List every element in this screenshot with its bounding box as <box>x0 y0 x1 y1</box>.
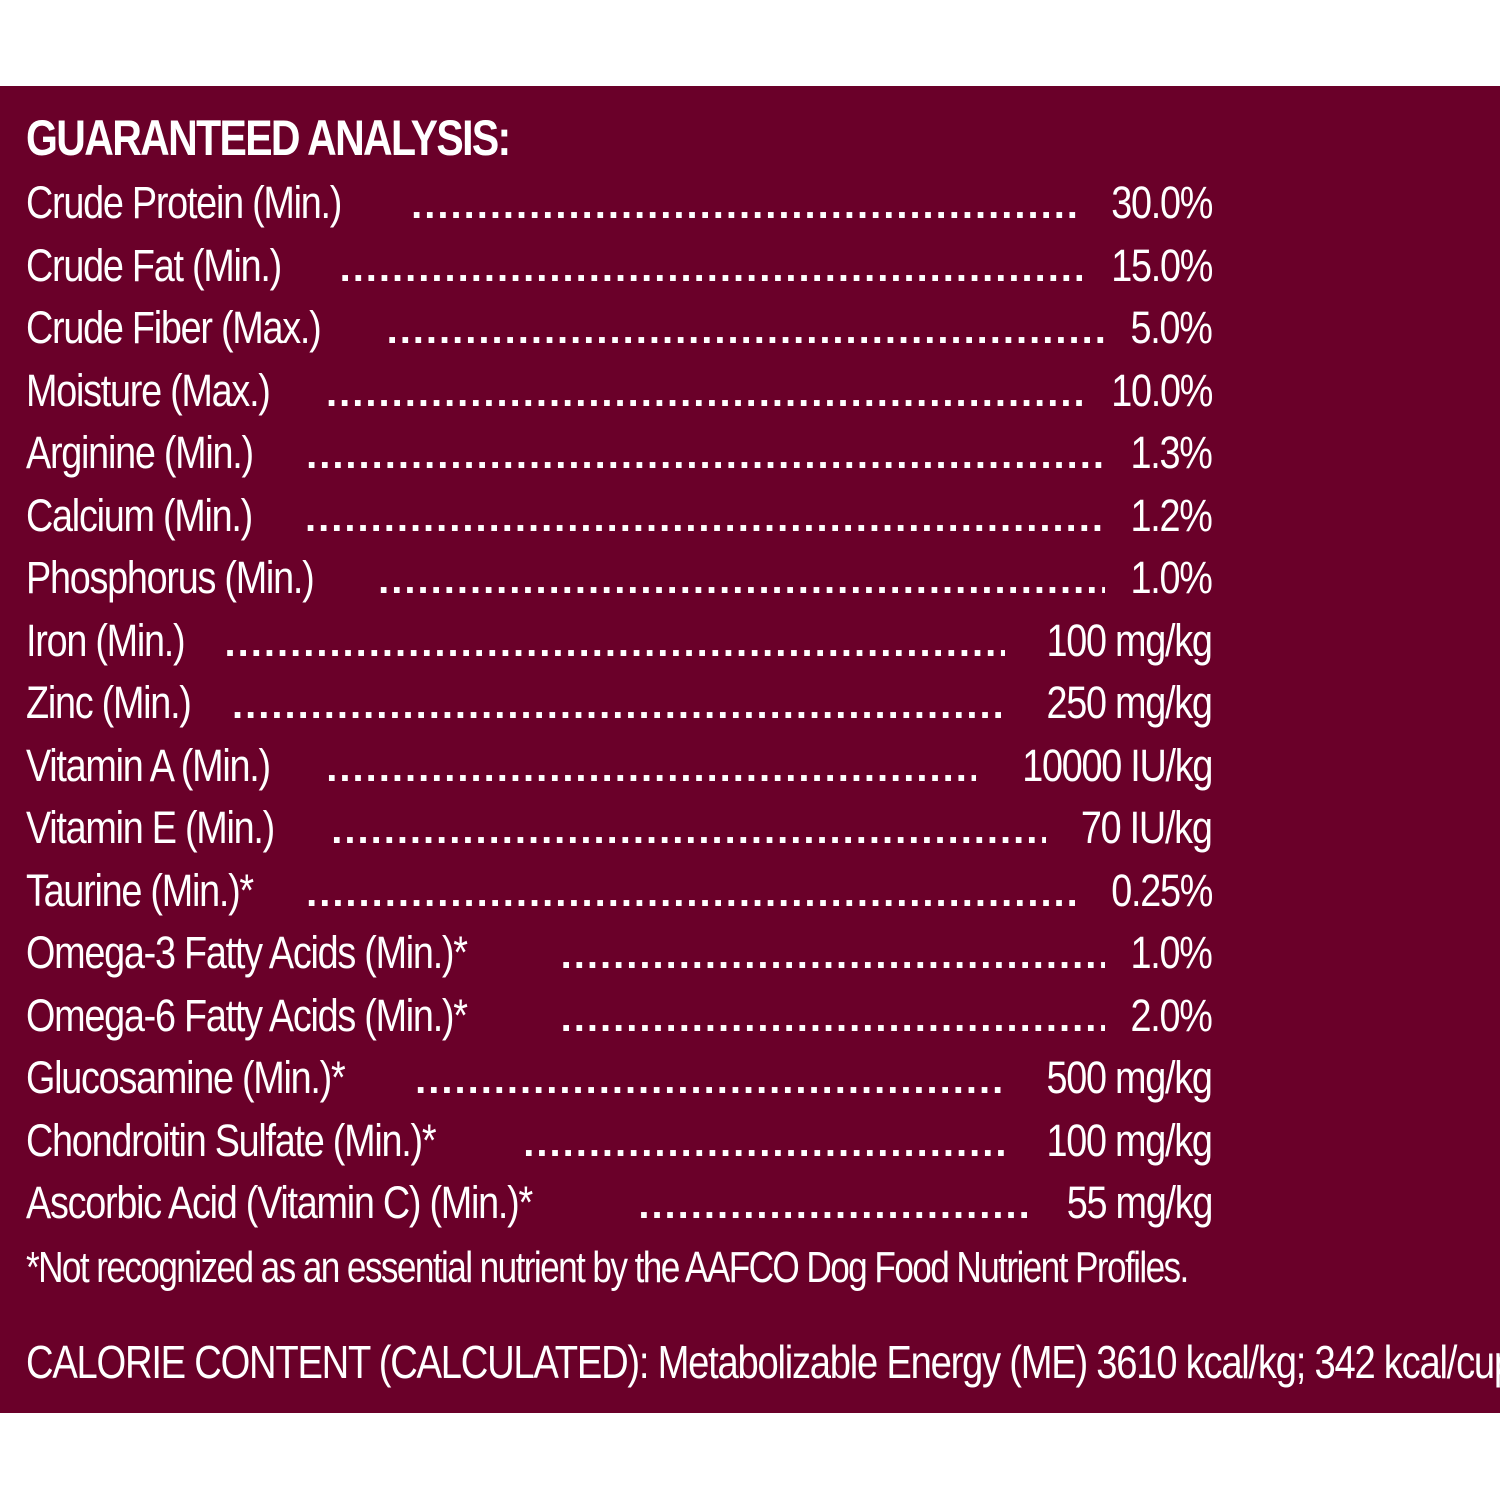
dot-leader <box>561 987 1106 1048</box>
nutrient-list: Crude Protein (Min.) 30.0% Crude Fat (Mi… <box>26 172 1212 1235</box>
nutrient-value: 1.0% <box>1130 552 1212 603</box>
nutrient-row: Crude Protein (Min.) 30.0% <box>26 172 1212 235</box>
nutrient-value: 1.2% <box>1130 489 1212 541</box>
nutrient-row: Calcium (Min.) 1.2% <box>26 485 1212 548</box>
nutrient-label: Chondroitin Sulfate (Min.)* <box>26 1114 437 1166</box>
nutrient-label: Vitamin A (Min.) <box>26 739 271 791</box>
nutrient-label: Omega-3 Fatty Acids (Min.)* <box>26 927 468 978</box>
nutrient-value: 2.0% <box>1130 989 1212 1041</box>
nutrient-value: 55 mg/kg <box>1066 1177 1212 1228</box>
nutrient-label: Omega-6 Fatty Acids (Min.)* <box>26 989 468 1041</box>
nutrient-value: 1.3% <box>1130 427 1212 478</box>
nutrient-row: Zinc (Min.) 250 mg/kg <box>26 672 1212 735</box>
dot-leader <box>411 174 1082 235</box>
dot-leader <box>387 299 1106 360</box>
dot-leader <box>638 1174 1029 1235</box>
nutrient-label: Crude Protein (Min.) <box>26 177 342 228</box>
guaranteed-analysis-panel: GUARANTEED ANALYSIS: Crude Protein (Min.… <box>0 86 1500 1413</box>
calorie-content: CALORIE CONTENT (CALCULATED): Metaboliza… <box>26 1336 1500 1388</box>
nutrient-value: 10000 IU/kg <box>1022 739 1212 791</box>
dot-leader <box>523 1112 1005 1173</box>
dot-leader <box>306 424 1105 485</box>
nutrient-label: Moisture (Max.) <box>26 364 271 416</box>
nutrient-label: Calcium (Min.) <box>26 489 253 541</box>
nutrient-label: Crude Fat (Min.) <box>26 239 282 291</box>
nutrient-row: Crude Fiber (Max.) 5.0% <box>26 297 1212 360</box>
nutrient-row: Ascorbic Acid (Vitamin C) (Min.)* 55 mg/… <box>26 1172 1212 1235</box>
nutrient-label: Iron (Min.) <box>26 614 186 666</box>
nutrient-value: 15.0% <box>1111 239 1212 291</box>
dot-leader <box>306 862 1082 923</box>
nutrient-row: Phosphorus (Min.) 1.0% <box>26 547 1212 610</box>
nutrient-value: 250 mg/kg <box>1046 677 1212 728</box>
dot-leader <box>305 487 1105 548</box>
analysis-heading: GUARANTEED ANALYSIS: <box>26 110 511 166</box>
nutrient-value: 100 mg/kg <box>1046 1114 1212 1166</box>
nutrient-value: 1.0% <box>1130 927 1212 978</box>
nutrient-row: Omega-6 Fatty Acids (Min.)* 2.0% <box>26 985 1212 1048</box>
nutrient-label: Phosphorus (Min.) <box>26 552 315 603</box>
nutrient-value: 5.0% <box>1130 302 1212 353</box>
dot-leader <box>232 674 1005 735</box>
nutrient-value: 500 mg/kg <box>1046 1052 1212 1103</box>
nutrient-label: Crude Fiber (Max.) <box>26 302 322 353</box>
nutrient-row: Glucosamine (Min.)* 500 mg/kg <box>26 1047 1212 1110</box>
nutrient-row: Chondroitin Sulfate (Min.)* 100 mg/kg <box>26 1110 1212 1173</box>
nutrient-row: Vitamin A (Min.) 10000 IU/kg <box>26 735 1212 798</box>
nutrient-row: Iron (Min.) 100 mg/kg <box>26 610 1212 673</box>
nutrient-row: Vitamin E (Min.) 70 IU/kg <box>26 797 1212 860</box>
dot-leader <box>415 1049 1005 1110</box>
nutrient-label: Zinc (Min.) <box>26 677 192 728</box>
dot-leader <box>378 549 1105 610</box>
nutrient-label: Ascorbic Acid (Vitamin C) (Min.)* <box>26 1177 533 1228</box>
nutrient-row: Moisture (Max.) 10.0% <box>26 360 1212 423</box>
nutrient-row: Arginine (Min.) 1.3% <box>26 422 1212 485</box>
dot-leader <box>340 237 1082 298</box>
dot-leader <box>326 362 1082 423</box>
dot-leader <box>331 799 1046 860</box>
nutrient-label: Vitamin E (Min.) <box>26 802 275 853</box>
nutrient-value: 100 mg/kg <box>1046 614 1212 666</box>
nutrient-value: 10.0% <box>1111 364 1212 416</box>
nutrient-label: Arginine (Min.) <box>26 427 254 478</box>
nutrient-value: 0.25% <box>1111 864 1212 916</box>
dot-leader <box>225 612 1006 673</box>
nutrient-row: Taurine (Min.)* 0.25% <box>26 860 1212 923</box>
dot-leader <box>561 924 1106 985</box>
nutrient-value: 30.0% <box>1111 177 1212 228</box>
aafco-footnote: *Not recognized as an essential nutrient… <box>26 1243 1189 1292</box>
nutrient-value: 70 IU/kg <box>1081 802 1212 853</box>
nutrient-row: Crude Fat (Min.) 15.0% <box>26 235 1212 298</box>
dot-leader <box>326 737 976 798</box>
nutrient-label: Glucosamine (Min.)* <box>26 1052 346 1103</box>
nutrient-label: Taurine (Min.)* <box>26 864 254 916</box>
nutrient-row: Omega-3 Fatty Acids (Min.)* 1.0% <box>26 922 1212 985</box>
